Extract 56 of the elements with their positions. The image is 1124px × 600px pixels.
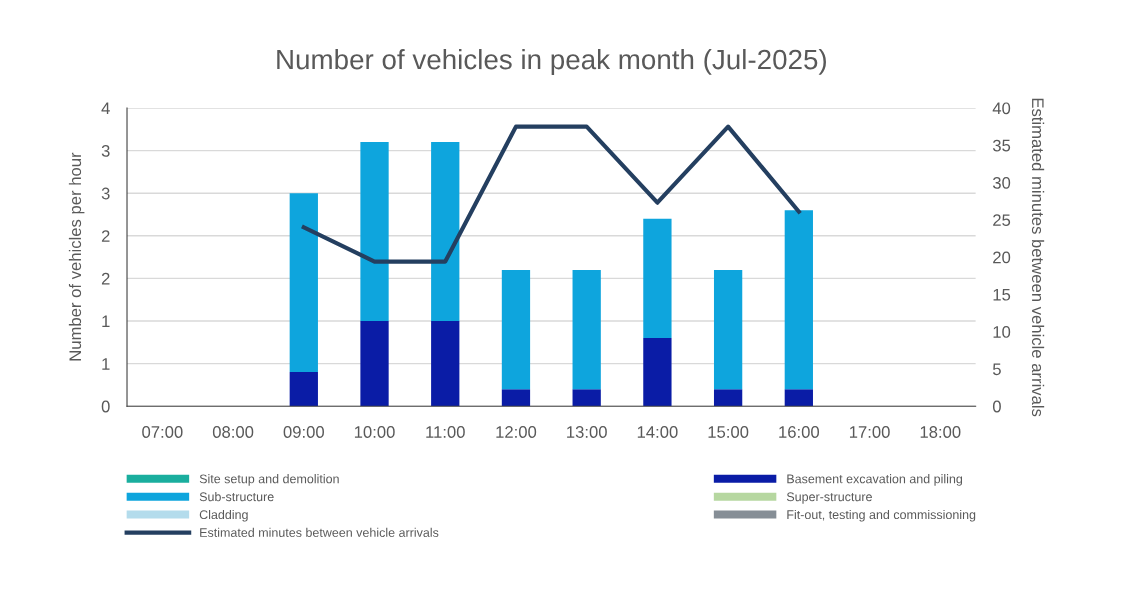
x-tick-label: 18:00 (920, 426, 961, 438)
y2-tick-label: 40 (992, 102, 1011, 115)
x-tick-label: 07:00 (142, 426, 183, 438)
chart-title: Number of vehicles in peak month (Jul-2025) (277, 48, 826, 75)
y-tick-label: 2 (101, 230, 110, 242)
x-tick-label: 10:00 (354, 426, 395, 438)
y-axis-title: Number of vehicles per hour (68, 152, 85, 361)
x-tick-label: 09:00 (283, 426, 325, 438)
bar (784, 210, 813, 390)
legend-label: Site setup and demolition (199, 474, 339, 486)
y2-tick-label: 20 (993, 251, 1011, 264)
legend-label: Super-structure (786, 492, 872, 504)
bar (360, 142, 389, 321)
x-tick-label: 12:00 (496, 426, 537, 438)
bar (784, 389, 813, 407)
x-tick-label: 08:00 (212, 426, 254, 438)
legend-label: Fit-out, testing and commissioning (787, 509, 976, 522)
x-tick-label: 15:00 (708, 426, 749, 438)
legend-label: Cladding (199, 509, 248, 522)
bar (431, 321, 460, 407)
y-tick-label: 0 (101, 400, 110, 413)
bar (289, 372, 318, 407)
y-tick-label: 4 (101, 102, 110, 115)
legend-label: Estimated minutes between vehicle arrivals (200, 527, 439, 537)
y2-tick-label: 15 (993, 288, 1011, 301)
bar (713, 389, 743, 407)
y2-tick-label: 30 (992, 176, 1011, 189)
legend-label: Basement excavation and piling (787, 474, 963, 486)
x-tick-label: 13:00 (567, 426, 607, 438)
bar (713, 269, 743, 390)
x-tick-label: 14:00 (637, 426, 678, 438)
y2-tick-label: 5 (992, 363, 1001, 376)
y2-tick-label: 35 (992, 139, 1011, 152)
bar (501, 389, 531, 407)
bar (643, 338, 672, 407)
bar (572, 269, 601, 390)
y-tick-label: 1 (102, 315, 110, 328)
y-tick-label: 2 (101, 272, 110, 285)
x-tick-label: 11:00 (426, 426, 465, 438)
y-tick-label: 1 (102, 358, 110, 370)
y-tick-label: 3 (101, 187, 110, 200)
x-tick-label: 17:00 (849, 426, 890, 438)
y2-tick-label: 25 (993, 214, 1011, 227)
y2-tick-label: 10 (993, 326, 1011, 338)
y-tick-label: 3 (101, 145, 110, 157)
bar (431, 142, 460, 321)
bar (289, 193, 318, 373)
y2-axis-title: Estimated minutes between vehicle arrivals (1031, 98, 1045, 417)
bar (360, 321, 389, 407)
y2-tick-label: 0 (992, 400, 1001, 413)
bar (643, 218, 672, 339)
bar (501, 269, 531, 390)
line-series (301, 124, 801, 264)
legend-label: Sub-structure (199, 492, 274, 502)
x-tick-label: 16:00 (779, 426, 820, 438)
bar (572, 389, 601, 407)
